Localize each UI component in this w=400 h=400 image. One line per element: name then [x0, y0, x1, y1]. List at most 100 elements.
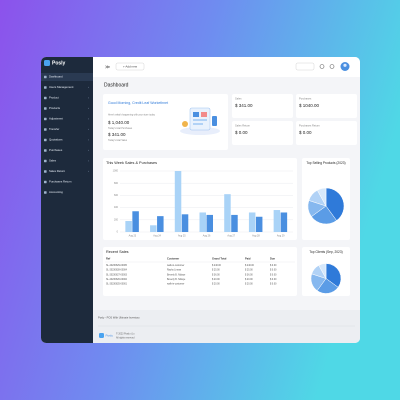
table-cell: $ 20.00 — [245, 284, 253, 286]
language-button[interactable] — [295, 62, 315, 71]
menu-item[interactable]: Users Management — [49, 85, 74, 89]
bar — [273, 210, 281, 232]
table-cell: SL-20230826-00002 — [106, 279, 128, 281]
chart-title: Top Selling Products (2023) — [306, 161, 345, 165]
stat-label: Sales — [235, 97, 242, 101]
y-tick-label: 400 — [114, 206, 119, 209]
illustration — [180, 107, 220, 135]
stat-value: $ 341.00 — [235, 103, 253, 108]
menu-chevron: › — [88, 148, 89, 152]
fullscreen-icon[interactable] — [319, 64, 325, 69]
menu-icon — [44, 138, 47, 142]
stat-label: Purchases — [299, 97, 312, 101]
stat-value: $ 1040.00 — [299, 103, 320, 108]
bar — [255, 216, 263, 232]
menu-chevron: › — [88, 159, 89, 163]
table-cell: SL-20230828-00004 — [106, 270, 128, 272]
menu-item[interactable]: Adjustment — [49, 117, 63, 121]
bar — [224, 194, 231, 232]
table-cell: $ 25.00 — [245, 270, 253, 272]
x-tick-label: Aug 25 — [178, 235, 186, 238]
stat-card — [232, 94, 293, 118]
stat-value: $ 0.00 — [235, 130, 248, 135]
recent-sales-card — [103, 247, 297, 296]
menu-item[interactable]: Quotations — [49, 138, 63, 142]
menu-item[interactable]: Dashboard — [49, 75, 63, 79]
table-cell: $ 0.00 — [270, 274, 277, 276]
menu-item[interactable]: Sales — [49, 159, 57, 163]
stat-card — [232, 121, 293, 145]
table-cell: SL-20230825-00001 — [106, 284, 128, 286]
menu-icon — [44, 159, 47, 163]
add-new-button[interactable] — [115, 62, 145, 71]
menu-icon — [44, 170, 47, 173]
menu-chevron: › — [88, 85, 89, 89]
bar — [206, 214, 213, 232]
x-tick-label: Aug 29 — [277, 235, 285, 238]
table-cell: $ 0.00 — [270, 284, 277, 286]
menu-item[interactable]: Accounting — [49, 190, 63, 194]
y-tick-label: 800 — [114, 182, 119, 185]
table-cell: $ 36.00 — [245, 274, 253, 276]
logo-text: Posly — [52, 60, 66, 66]
table-header: Ref — [106, 257, 110, 261]
bar-chart-card — [103, 158, 297, 240]
bar — [280, 212, 288, 232]
table-cell: Beverly B. Ndiaye — [167, 273, 186, 276]
stats: Sales $ 341.00 Purchases $ 1040.00 Sales Ret… — [232, 94, 357, 145]
bar — [150, 225, 157, 232]
y-tick-label: 0 — [117, 231, 119, 234]
chart-title: Top Clients (Sep, 2023) — [309, 250, 342, 254]
topbar — [93, 57, 360, 77]
menu-item[interactable]: Product — [49, 96, 59, 100]
notification-icon[interactable] — [329, 64, 335, 69]
table-cell: $ 25.00 — [212, 270, 220, 272]
recent-sales-table: Ref Customer Grand Total Paid Due SL-20230829… — [105, 257, 295, 286]
menu-icon — [44, 191, 47, 194]
table-cell: $ 36.00 — [212, 274, 220, 276]
footer — [93, 310, 360, 343]
purchases-total: $ 1,040.00 — [108, 120, 130, 125]
greeting-title: Good Morning, Credit Leaf Workethnet — [108, 101, 168, 105]
table-header: Customer — [167, 257, 179, 261]
menu-icon — [44, 107, 47, 110]
greeting-subtitle: Here's what's happening with your store … — [108, 114, 156, 117]
menu-icon — [44, 96, 47, 100]
menu-item[interactable]: Purchases Return — [49, 180, 72, 184]
pie-slice — [325, 187, 345, 221]
menu-icon — [44, 180, 47, 184]
table-cell: $ 20.00 — [245, 279, 253, 281]
menu-chevron: › — [88, 106, 89, 110]
menu-toggle[interactable]: ≫ — [105, 64, 110, 70]
menu-icon — [44, 149, 47, 152]
table-cell: $ 240.00 — [212, 265, 222, 267]
table-header: Grand Total — [212, 257, 227, 261]
x-tick-label: Aug 27 — [227, 235, 235, 238]
table-cell: SL-20230829-00005 — [106, 265, 128, 267]
footer-tagline: Posly - POS With Ultimate Inventory — [98, 316, 140, 320]
bar — [248, 212, 256, 232]
avatar-head — [343, 63, 347, 67]
menu-chevron: › — [88, 127, 89, 131]
table-cell: walk-in-customer — [167, 283, 185, 286]
y-tick-label: 600 — [114, 194, 119, 197]
chart-title: This Week Sales & Purchases — [106, 161, 157, 165]
x-tick-label: Aug 24 — [153, 235, 161, 238]
stat-label: Purchases Return — [299, 124, 320, 128]
stat-value: $ 0.00 — [299, 130, 312, 135]
menu-chevron: › — [88, 117, 89, 121]
table-cell: SL-20230827-00003 — [106, 274, 128, 276]
table-header: Paid — [245, 257, 251, 261]
add-new-label[interactable]: + Add new — [123, 64, 138, 68]
menu-item[interactable]: Products — [49, 106, 61, 110]
menu-item[interactable]: Transfer — [49, 127, 59, 131]
menu-item[interactable]: Purchases — [49, 148, 63, 152]
stat-card — [296, 121, 357, 145]
menu-chevron: › — [88, 96, 89, 100]
menu-chevron: › — [88, 138, 89, 142]
footer-logo: Posly — [106, 333, 114, 337]
table-cell: $ 0.00 — [270, 270, 277, 272]
menu-item[interactable]: Sales Return — [49, 169, 66, 173]
